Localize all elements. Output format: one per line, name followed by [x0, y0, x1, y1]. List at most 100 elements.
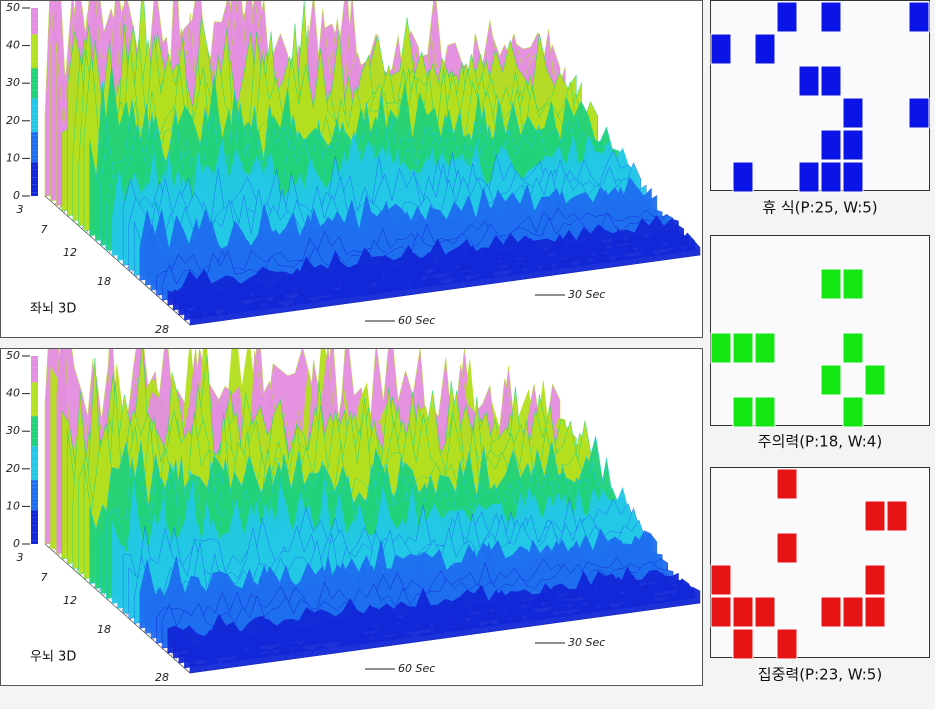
cell [842, 161, 864, 193]
color-bar [31, 431, 38, 435]
cell [864, 596, 886, 628]
z-tick-label: 50 [6, 1, 20, 14]
color-bar [31, 109, 38, 114]
color-bar [31, 389, 38, 394]
cell [754, 332, 776, 364]
cell [732, 596, 754, 628]
color-bar [31, 139, 38, 144]
color-bar [31, 177, 38, 181]
cell [732, 161, 754, 193]
cell [776, 532, 798, 564]
color-bar [31, 378, 38, 383]
cell [820, 129, 842, 161]
color-bar [31, 68, 38, 72]
time-tick-label: 60 Sec [398, 662, 435, 675]
cell [798, 65, 820, 97]
caption: 집중력(P:23, W:5) [758, 666, 882, 684]
color-bar [31, 165, 38, 170]
z-tick-label: 0 [13, 537, 20, 550]
z-tick-label: 40 [6, 387, 20, 400]
z-tick-label: 30 [6, 76, 20, 89]
z-tick-label: 40 [6, 39, 20, 52]
depth-tick-label: 3 [17, 203, 24, 216]
color-bar [31, 506, 38, 511]
color-bar [31, 427, 38, 432]
color-bar [31, 401, 38, 405]
cell [798, 161, 820, 193]
grid-focus [710, 467, 930, 660]
z-tick-label: 20 [6, 114, 20, 127]
panel-label: 좌뇌 3D [30, 302, 76, 317]
cell [864, 500, 886, 532]
cell [908, 1, 930, 33]
cell [820, 161, 842, 193]
color-bar [31, 83, 38, 87]
cell [776, 628, 798, 660]
color-bar [31, 374, 38, 379]
z-tick-label: 20 [6, 462, 20, 475]
color-bar [31, 532, 38, 537]
color-bar [31, 49, 38, 54]
cell [710, 33, 732, 65]
time-tick-label: 30 Sec [568, 636, 605, 649]
color-bar [31, 386, 38, 390]
color-bar [31, 117, 38, 121]
color-bar [31, 472, 38, 477]
panel-label: 우뇌 3D [30, 650, 76, 665]
color-bar [31, 423, 38, 428]
color-bar [31, 371, 38, 375]
cell [820, 65, 842, 97]
z-tick-label: 50 [6, 349, 20, 362]
color-bar [31, 359, 38, 364]
color-bar [31, 38, 38, 42]
time-tick-label: 30 Sec [568, 288, 605, 301]
color-bar [31, 120, 38, 125]
color-bar [31, 158, 38, 163]
cell [732, 628, 754, 660]
color-bar [31, 75, 38, 80]
color-bar [31, 540, 38, 544]
color-bar [31, 19, 38, 24]
cell [842, 596, 864, 628]
color-bar [31, 128, 38, 133]
color-bar [31, 465, 38, 469]
color-bar [31, 102, 38, 106]
cell [776, 468, 798, 500]
color-bar [31, 192, 38, 196]
cell [710, 332, 732, 364]
color-bar [31, 90, 38, 95]
time-tick-label: 60 Sec [398, 314, 435, 327]
color-bar [31, 98, 38, 102]
grid-attention [710, 235, 930, 428]
color-bar [31, 143, 38, 148]
color-bar [31, 34, 38, 39]
cell [864, 364, 886, 396]
depth-tick-label: 3 [17, 551, 24, 564]
color-bar [31, 56, 38, 61]
color-bar [31, 393, 38, 398]
cell [886, 500, 908, 532]
depth-tick-label: 12 [63, 246, 77, 259]
color-bar [31, 461, 38, 466]
cell [754, 596, 776, 628]
depth-tick-label: 12 [63, 594, 77, 607]
surface-plot [44, 1, 701, 326]
color-bar [31, 536, 38, 541]
z-tick-label: 10 [6, 499, 20, 512]
color-bar [31, 434, 38, 439]
color-bar [31, 113, 38, 118]
depth-tick-label: 28 [155, 323, 169, 336]
caption: 휴 식(P:25, W:5) [762, 199, 877, 217]
color-bar [31, 154, 38, 159]
cell [842, 268, 864, 300]
cell [776, 1, 798, 33]
depth-tick-label: 7 [41, 223, 48, 236]
cell [842, 129, 864, 161]
color-bar [31, 416, 38, 420]
cell [820, 1, 842, 33]
color-bar [31, 132, 38, 136]
cell [710, 596, 732, 628]
color-bar [31, 419, 38, 424]
color-bar [31, 450, 38, 454]
color-bar [31, 487, 38, 492]
